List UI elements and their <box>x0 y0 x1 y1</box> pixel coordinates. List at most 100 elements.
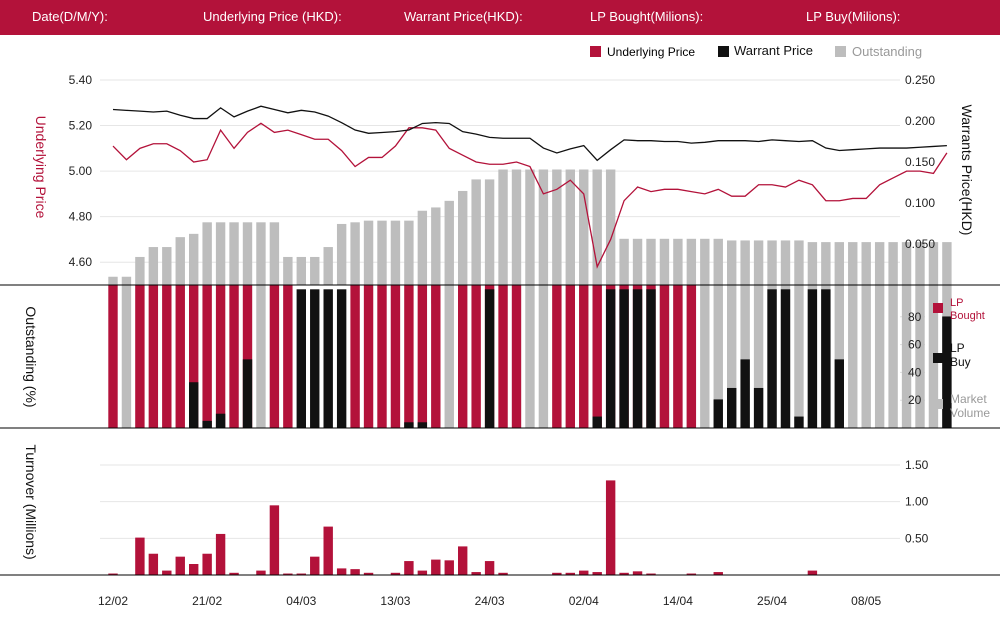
header-bar: Date(D/M/Y): Underlying Price (HKD): War… <box>0 0 1000 35</box>
outstanding-bar <box>484 179 495 285</box>
lp-buy-bar <box>767 289 777 428</box>
outstanding-bar <box>229 222 239 285</box>
turnover-bar <box>552 572 562 575</box>
turnover-bar <box>417 570 428 575</box>
legend-underlying-swatch <box>590 46 601 57</box>
lp-buy-bar <box>296 289 306 428</box>
outstanding-bar <box>162 247 172 285</box>
y-tick-right: 0.200 <box>905 114 935 128</box>
outstanding-bar <box>202 222 212 285</box>
market-volume-bar <box>888 285 898 428</box>
turnover-bar <box>605 480 616 575</box>
lp-buy-bar <box>310 289 320 428</box>
lp-buy-bar <box>202 420 212 428</box>
lp-buy-bar <box>821 289 831 428</box>
turnover-bar <box>807 570 818 575</box>
outstanding-bar <box>579 169 589 285</box>
outstanding-bar <box>511 169 522 285</box>
outstanding-bar <box>673 238 683 285</box>
chart-area: Underlying Price Warrant Price Outstandi… <box>0 43 1000 608</box>
outstanding-bar <box>632 238 643 285</box>
lp-buy-bar <box>632 289 643 428</box>
lp-bought-label: LP Bought(Milions): <box>590 9 704 24</box>
lp-bought-bar <box>498 285 508 428</box>
lp-bought-bar <box>377 285 387 428</box>
lp-bars <box>108 285 952 428</box>
x-tick: 24/03 <box>475 594 505 608</box>
outstanding-bar <box>807 242 818 285</box>
lp-bought-bar <box>471 285 481 428</box>
legend-lp-bought-swatch <box>933 303 943 313</box>
outstanding-bar <box>283 256 293 285</box>
outstanding-bar <box>525 169 535 285</box>
outstanding-bar <box>874 242 885 285</box>
outstanding-bar <box>780 240 791 285</box>
y-tick-right: 0.050 <box>905 237 935 251</box>
outstanding-bar <box>444 200 454 285</box>
y-tick-mid: 60 <box>908 338 922 352</box>
turnover-bar <box>404 561 414 575</box>
outstanding-bar <box>794 240 804 285</box>
turnover-bar <box>162 570 172 575</box>
y-tick-mid: 40 <box>908 365 922 379</box>
turnover-bar <box>215 533 226 575</box>
turnover-bar <box>269 505 280 575</box>
lp-bought-bar <box>686 285 697 428</box>
market-volume-bar <box>740 285 750 428</box>
turnover-bar <box>148 553 159 575</box>
lp-bought-bar <box>458 285 468 428</box>
lp-bought-bar <box>215 285 226 428</box>
lp-bought-bar <box>431 285 441 428</box>
lp-bought-bar <box>242 285 253 428</box>
outstanding-bar <box>605 169 616 285</box>
lp-bought-bar <box>162 285 172 428</box>
outstanding-bar <box>848 242 858 285</box>
turnover-bar <box>283 573 293 575</box>
outstanding-bar <box>700 238 710 285</box>
outstanding-bar <box>686 238 697 285</box>
outstanding-bar <box>431 207 441 285</box>
outstanding-bar <box>552 169 562 285</box>
outstanding-bar <box>189 233 199 285</box>
turnover-bar <box>686 573 697 575</box>
y-tick-left: 4.80 <box>69 210 93 224</box>
outstanding-bar <box>646 238 656 285</box>
x-tick: 21/02 <box>192 594 222 608</box>
turnover-bar <box>229 572 239 575</box>
market-volume-bar <box>901 285 912 428</box>
outstanding-bar <box>377 220 387 285</box>
turnover-bar <box>713 572 723 575</box>
y-tick-left: 5.20 <box>69 119 93 133</box>
outstanding-bar <box>269 222 280 285</box>
y-tick-left: 4.60 <box>69 255 93 269</box>
left-axis-title-outstanding: Outstanding (%) <box>23 306 39 407</box>
lp-bought-bar <box>565 285 575 428</box>
outstanding-bar <box>767 240 777 285</box>
y-tick-left: 5.40 <box>69 73 93 87</box>
underlying-price-label: Underlying Price (HKD): <box>203 9 342 24</box>
underlying-price-line <box>112 122 948 269</box>
x-tick: 02/04 <box>569 594 599 608</box>
legend-market-volume-swatch <box>933 399 943 409</box>
lp-bought-bar <box>417 285 428 428</box>
turnover-bar <box>296 573 306 575</box>
market-volume-bar <box>794 285 804 428</box>
lp-buy-bar <box>619 289 629 428</box>
outstanding-bar <box>565 169 575 285</box>
legend-warrant: Warrant Price <box>734 43 813 58</box>
outstanding-bar <box>861 242 871 285</box>
turnover-bar <box>323 526 333 575</box>
outstanding-bar <box>296 256 306 285</box>
turnover-bar <box>458 546 468 575</box>
lp-bought-bar <box>592 285 602 428</box>
outstanding-bar <box>942 242 952 285</box>
lp-bought-bar <box>552 285 562 428</box>
turnover-bar <box>592 572 602 575</box>
turnover-bar <box>202 553 212 575</box>
market-volume-bar <box>121 285 132 428</box>
lp-buy-bar <box>834 359 844 428</box>
x-tick: 04/03 <box>286 594 316 608</box>
lp-bought-bar <box>283 285 293 428</box>
outstanding-bar <box>592 169 602 285</box>
lp-bought-bar <box>511 285 522 428</box>
